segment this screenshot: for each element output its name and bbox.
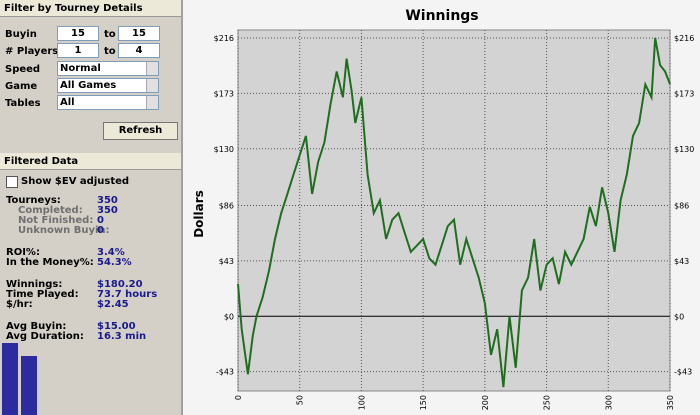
y2-tick-label: $43: [674, 257, 689, 266]
field-label: Tables: [5, 98, 41, 109]
chart-title: Winnings: [405, 8, 478, 24]
mini-bar: [21, 356, 37, 415]
y-tick-label: $43: [219, 257, 234, 266]
field-label: Buyin: [5, 29, 37, 40]
x-tick-label: 50: [296, 395, 305, 405]
range-label: to: [104, 29, 116, 40]
stat-value: $180.20: [97, 279, 143, 290]
y-tick-label: $216: [214, 34, 234, 43]
x-tick-label: 250: [543, 395, 552, 410]
stat-label: Avg Duration:: [6, 331, 84, 342]
stat-label: Winnings:: [6, 279, 63, 290]
stat-value: 0: [97, 225, 104, 236]
stat-value: 54.3%: [97, 257, 132, 268]
y2-tick-label: -$43: [674, 368, 692, 377]
checkbox[interactable]: [6, 176, 18, 188]
text-input[interactable]: 15: [118, 26, 160, 41]
panel-header: Filtered Data: [0, 153, 181, 170]
stat-label: $/hr:: [6, 299, 33, 310]
panel-header: Filter by Tourney Details: [0, 0, 181, 17]
chart: Winnings Dollars -$43 -$43 $0 $0 $43 $43 $86 $8…: [183, 0, 700, 415]
range-label: to: [104, 46, 116, 57]
dropdown[interactable]: All Games: [57, 78, 159, 93]
checkbox-label: Show $EV adjusted: [21, 176, 130, 187]
y2-tick-label: $130: [674, 145, 694, 154]
field-label: Speed: [5, 64, 41, 75]
field-label: # Players: [5, 46, 59, 57]
refresh-button[interactable]: Refresh: [103, 122, 178, 140]
y-axis-title: Dollars: [192, 190, 206, 238]
x-tick-label: 100: [357, 395, 366, 410]
y2-tick-label: $216: [674, 34, 694, 43]
x-tick-label: 0: [234, 395, 243, 400]
stat-label: Completed:: [18, 205, 83, 216]
stat-value: 3.4%: [97, 247, 125, 258]
stat-label: Unknown Buyin:: [18, 225, 110, 236]
stat-label: Tourneys:: [6, 195, 61, 206]
stat-label: Not Finished:: [18, 215, 94, 226]
y2-tick-label: $173: [674, 89, 694, 98]
dropdown[interactable]: Normal: [57, 61, 159, 76]
stat-label: Avg Buyin:: [6, 321, 67, 332]
stat-value: 0: [97, 215, 104, 226]
stat-label: ROI%:: [6, 247, 40, 258]
y-tick-label: $0: [224, 312, 234, 321]
field-label: Game: [5, 81, 38, 92]
y2-tick-label: $86: [674, 201, 689, 210]
stat-label: Time Played:: [6, 289, 79, 300]
y-tick-label: $130: [214, 145, 234, 154]
stat-label: In the Money%:: [6, 257, 94, 268]
plot-area: [237, 29, 671, 392]
y-tick-label: $173: [214, 89, 234, 98]
filter-panel: Filter by Tourney Details Buyin 15 to 15…: [0, 0, 183, 415]
mini-bar: [2, 343, 18, 415]
stat-value: 350: [97, 205, 118, 216]
y-tick-label: -$43: [216, 368, 234, 377]
stat-value: $2.45: [97, 299, 129, 310]
stat-value: 73.7 hours: [97, 289, 158, 300]
text-input[interactable]: 4: [118, 43, 160, 58]
stat-value: $15.00: [97, 321, 136, 332]
y2-tick-label: $0: [674, 312, 684, 321]
stat-value: 16.3 min: [97, 331, 147, 342]
x-tick-label: 350: [666, 395, 675, 410]
dropdown[interactable]: All: [57, 95, 159, 110]
y-tick-label: $86: [219, 201, 234, 210]
x-tick-label: 200: [481, 395, 490, 410]
text-input[interactable]: 15: [57, 26, 99, 41]
text-input[interactable]: 1: [57, 43, 99, 58]
x-tick-label: 300: [604, 395, 613, 410]
winnings-line: [237, 37, 671, 388]
stat-value: 350: [97, 195, 118, 206]
x-tick-label: 150: [419, 395, 428, 410]
